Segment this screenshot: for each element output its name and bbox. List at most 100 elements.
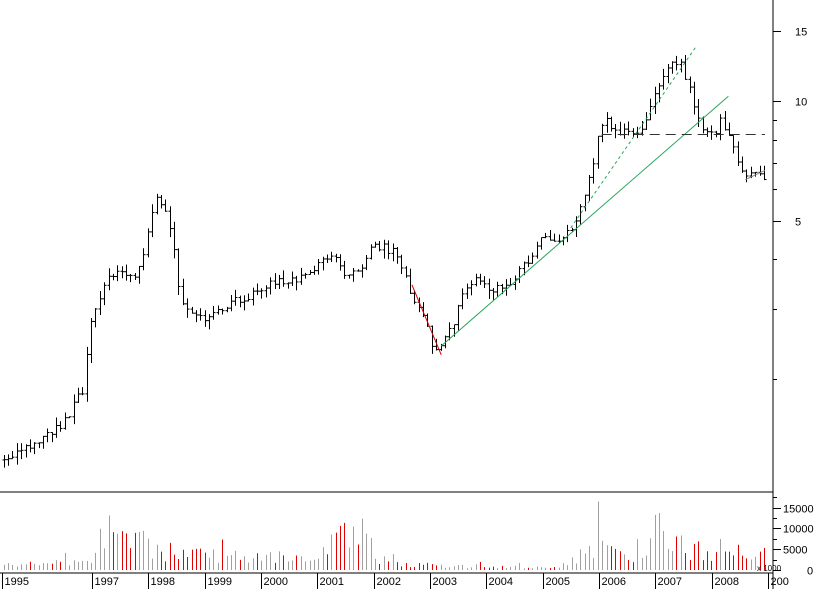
trendline-2 (440, 95, 729, 347)
price-bar (225, 306, 230, 313)
year-label: 2004 (489, 576, 513, 588)
price-bar (190, 306, 195, 314)
price-bar (666, 64, 671, 84)
trendline-3 (570, 46, 697, 229)
price-bar (163, 199, 168, 212)
price-tick-label: 10 (795, 97, 807, 109)
year-label: 2008 (715, 576, 739, 588)
price-bar (24, 444, 29, 458)
price-bar (45, 428, 50, 443)
price-bar (670, 61, 675, 74)
price-bar (185, 298, 190, 318)
price-bar (19, 443, 24, 460)
year-label: 2007 (658, 576, 682, 588)
price-bar (334, 253, 339, 263)
year-label: 2002 (377, 576, 401, 588)
price-bar (312, 265, 317, 275)
price-bar (216, 305, 221, 315)
price-bar (294, 275, 299, 291)
price-bar (377, 240, 382, 252)
price-bar (133, 273, 138, 281)
price-bar (32, 442, 37, 455)
price-bar (273, 273, 278, 290)
price-bar (316, 258, 321, 275)
price-bar (207, 314, 212, 330)
price-bar (465, 283, 470, 299)
price-bar (120, 266, 125, 279)
price-bar (526, 255, 531, 268)
price-bar (478, 273, 483, 285)
price-bar (76, 387, 81, 404)
price-bar (609, 116, 614, 132)
year-label: 2000 (264, 576, 288, 588)
price-bar (251, 287, 256, 306)
price-bar (80, 387, 85, 396)
price-bar (15, 443, 20, 465)
price-bar (727, 122, 732, 137)
price-bar (683, 54, 688, 80)
price-bar (111, 273, 116, 281)
price-bar (10, 450, 15, 460)
price-bar (591, 158, 596, 184)
price-bar (264, 285, 269, 298)
price-bar (447, 322, 452, 341)
price-bar (762, 165, 767, 181)
price-bar (2, 455, 7, 468)
price-bar (137, 265, 142, 284)
price-bar (58, 421, 63, 432)
x-axis: 1995 1997 1998 1999 2000 2001 2002 2003 2004 2005… (2, 573, 789, 589)
price-bar (395, 247, 400, 264)
price-bar (513, 275, 518, 290)
price-bar (63, 412, 68, 430)
price-bar (159, 194, 164, 209)
price-bar (238, 295, 243, 308)
price-bar (504, 279, 509, 296)
price-bar (740, 156, 745, 173)
price-bar (596, 135, 601, 169)
price-bar (50, 432, 55, 443)
price-bar (539, 237, 544, 250)
price-bar (692, 81, 697, 115)
price-bar (211, 305, 216, 320)
volume-tick-label: 10000 (783, 524, 814, 536)
year-label: 1995 (5, 576, 29, 588)
price-bar (93, 308, 98, 328)
price-bar (744, 169, 749, 183)
price-bar (382, 239, 387, 259)
trendline-1 (411, 284, 442, 355)
price-bar (37, 442, 42, 449)
trendline-5 (745, 169, 766, 181)
price-bar (155, 193, 160, 215)
volume-tick-label: 0 (807, 566, 813, 578)
price-bar (268, 277, 273, 295)
price-bar (329, 251, 334, 263)
year-label: 1997 (95, 576, 119, 588)
price-bar (530, 252, 535, 264)
trendlines (411, 46, 766, 355)
price-bar (102, 282, 107, 306)
price-bar (495, 281, 500, 297)
price-bar (460, 288, 465, 310)
price-bar (674, 55, 679, 71)
price-bar (408, 268, 413, 294)
price-bar (399, 254, 404, 274)
price-bar (229, 294, 234, 312)
year-label: 2003 (433, 576, 457, 588)
price-bar (259, 288, 264, 299)
price-bar (430, 325, 435, 354)
price-bar (578, 204, 583, 225)
price-bar (325, 254, 330, 263)
year-label: 2001 (320, 576, 344, 588)
price-tick-label: 5 (795, 217, 801, 229)
price-bar (587, 175, 592, 202)
price-bar (303, 272, 308, 279)
price-bar (338, 254, 343, 271)
price-bar (613, 123, 618, 139)
price-bar (85, 346, 90, 402)
price-bar (347, 274, 352, 279)
year-label: 200 (771, 576, 789, 588)
price-bar (356, 269, 361, 272)
price-bar (723, 110, 728, 131)
